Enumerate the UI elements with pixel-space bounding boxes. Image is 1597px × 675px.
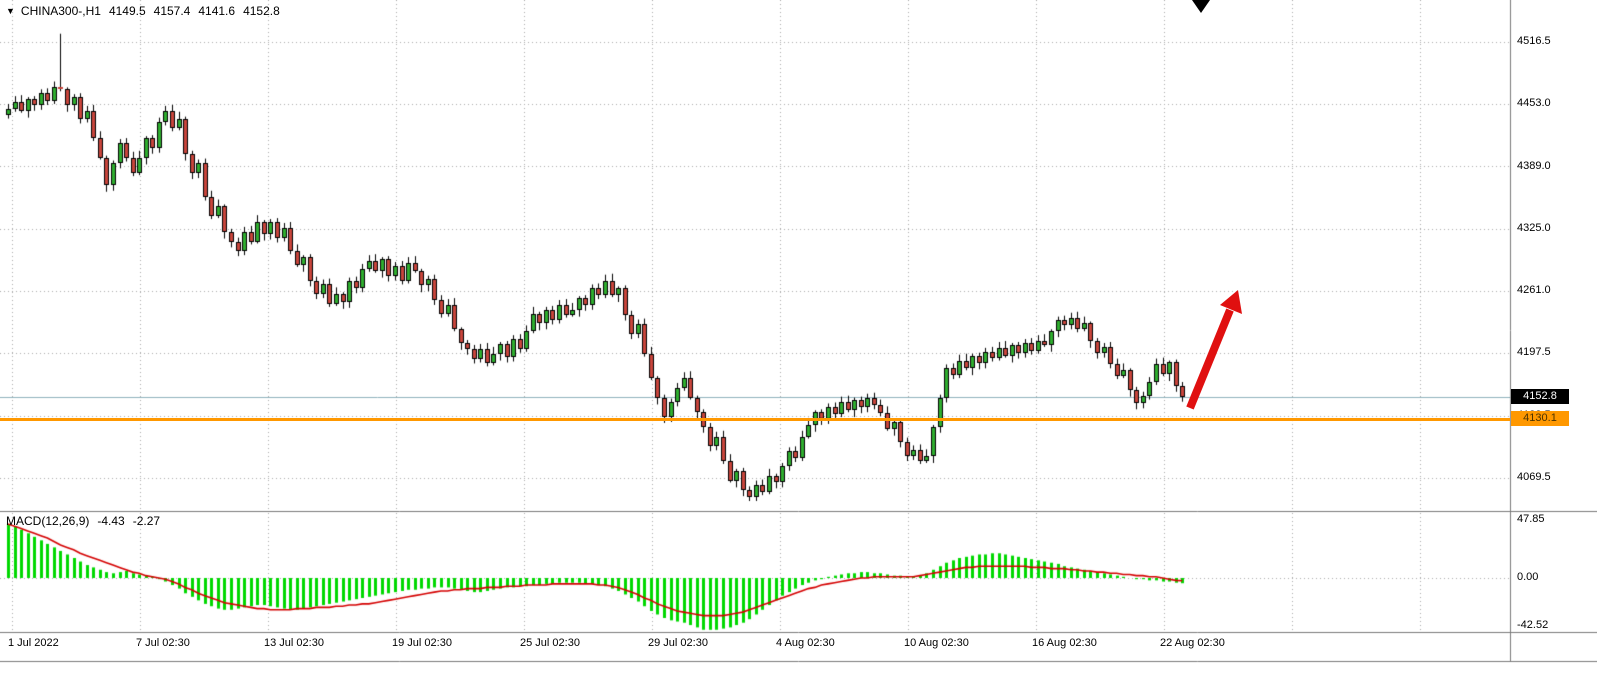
macd-name: MACD(12,26,9): [6, 514, 90, 528]
horizontal-line-annotation[interactable]: [0, 418, 1510, 421]
trend-arrow-annotation[interactable]: [1180, 280, 1255, 420]
price-axis-label: 4516.5: [1517, 35, 1551, 47]
macd-indicator-label: MACD(12,26,9) -4.43 -2.27: [6, 514, 160, 528]
time-axis-label: 1 Jul 2022: [8, 637, 59, 649]
collapse-arrow-icon[interactable]: ▼: [6, 6, 15, 16]
price-axis-label: 4453.0: [1517, 97, 1551, 109]
macd-axis-label: 0.00: [1517, 571, 1539, 583]
quote-low: 4141.6: [198, 4, 236, 18]
symbol-header: ▼ CHINA300-,H1 4149.5 4157.4 4141.6 4152…: [6, 4, 280, 18]
bid-price-badge: 4152.8: [1511, 389, 1569, 404]
price-axis-label: 4197.5: [1517, 346, 1551, 358]
time-axis-label: 7 Jul 02:30: [136, 637, 190, 649]
price-axis-label: 4325.0: [1517, 222, 1551, 234]
time-axis-label: 19 Jul 02:30: [392, 637, 452, 649]
hline-price-badge: 4130.1: [1511, 411, 1569, 426]
macd-axis-label: 47.85: [1517, 513, 1545, 525]
price-axis-label: 4261.0: [1517, 284, 1551, 296]
macd-signal-value: -2.27: [132, 514, 161, 528]
time-axis[interactable]: 1 Jul 2022 7 Jul 02:30 13 Jul 02:30 19 J…: [0, 634, 1510, 660]
price-axis[interactable]: 4516.5 4453.0 4389.0 4325.0 4261.0 4197.…: [1514, 0, 1597, 632]
quote-close: 4152.8: [243, 4, 280, 18]
quote-open: 4149.5: [108, 4, 146, 18]
time-axis-label: 13 Jul 02:30: [264, 637, 324, 649]
quote-high: 4157.4: [153, 4, 191, 18]
time-axis-label: 29 Jul 02:30: [648, 637, 708, 649]
symbol-period-label: CHINA300-,H1: [20, 4, 101, 18]
macd-axis-label: -42.52: [1517, 619, 1549, 631]
time-axis-label: 4 Aug 02:30: [776, 637, 835, 649]
time-axis-label: 22 Aug 02:30: [1160, 637, 1225, 649]
time-axis-label: 10 Aug 02:30: [904, 637, 969, 649]
cursor-arrow-icon: [1192, 0, 1210, 13]
macd-main-value: -4.43: [97, 514, 125, 528]
time-axis-label: 16 Aug 02:30: [1032, 637, 1097, 649]
time-axis-label: 25 Jul 02:30: [520, 637, 580, 649]
price-axis-label: 4069.5: [1517, 471, 1551, 483]
price-axis-label: 4389.0: [1517, 160, 1551, 172]
